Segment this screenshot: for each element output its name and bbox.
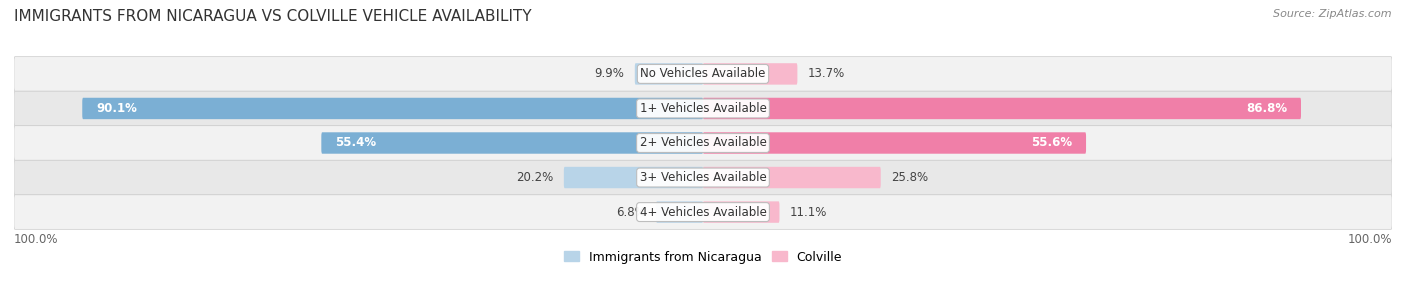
FancyBboxPatch shape [564,167,703,188]
FancyBboxPatch shape [703,132,1085,154]
FancyBboxPatch shape [703,201,779,223]
Legend: Immigrants from Nicaragua, Colville: Immigrants from Nicaragua, Colville [558,246,848,269]
Text: 100.0%: 100.0% [1347,233,1392,247]
Text: 11.1%: 11.1% [790,206,827,219]
Text: 2+ Vehicles Available: 2+ Vehicles Available [640,136,766,150]
FancyBboxPatch shape [14,91,1392,126]
Text: Source: ZipAtlas.com: Source: ZipAtlas.com [1274,9,1392,19]
FancyBboxPatch shape [703,167,880,188]
FancyBboxPatch shape [634,63,703,85]
Text: 25.8%: 25.8% [891,171,928,184]
Text: No Vehicles Available: No Vehicles Available [640,67,766,80]
Text: 6.8%: 6.8% [616,206,645,219]
FancyBboxPatch shape [14,57,1392,91]
FancyBboxPatch shape [83,98,703,119]
Text: 20.2%: 20.2% [516,171,554,184]
Text: 1+ Vehicles Available: 1+ Vehicles Available [640,102,766,115]
FancyBboxPatch shape [14,195,1392,229]
Text: 4+ Vehicles Available: 4+ Vehicles Available [640,206,766,219]
Text: 3+ Vehicles Available: 3+ Vehicles Available [640,171,766,184]
Text: 13.7%: 13.7% [807,67,845,80]
FancyBboxPatch shape [14,126,1392,160]
Text: 55.4%: 55.4% [335,136,377,150]
Text: 90.1%: 90.1% [96,102,136,115]
Text: 100.0%: 100.0% [14,233,59,247]
Text: 9.9%: 9.9% [595,67,624,80]
Text: IMMIGRANTS FROM NICARAGUA VS COLVILLE VEHICLE AVAILABILITY: IMMIGRANTS FROM NICARAGUA VS COLVILLE VE… [14,9,531,23]
FancyBboxPatch shape [703,98,1301,119]
Text: 55.6%: 55.6% [1031,136,1073,150]
FancyBboxPatch shape [657,201,703,223]
FancyBboxPatch shape [322,132,703,154]
Text: 86.8%: 86.8% [1246,102,1288,115]
FancyBboxPatch shape [703,63,797,85]
FancyBboxPatch shape [14,160,1392,195]
